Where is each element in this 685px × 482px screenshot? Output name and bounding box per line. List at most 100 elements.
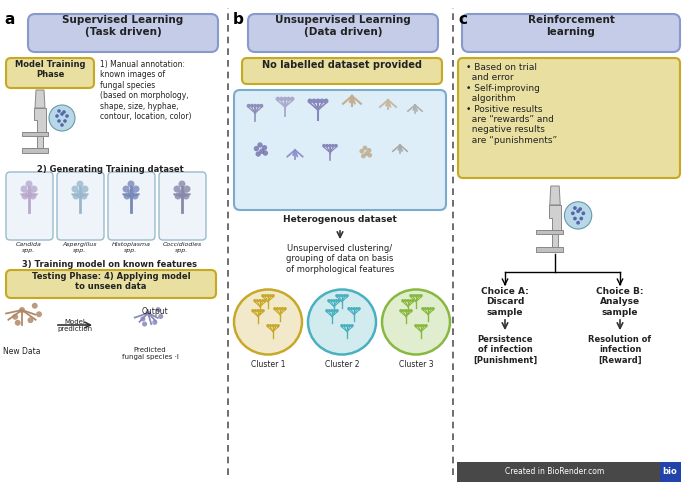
Polygon shape	[22, 148, 48, 153]
Circle shape	[401, 299, 404, 302]
Text: Cluster 1: Cluster 1	[251, 360, 285, 369]
Circle shape	[71, 186, 79, 192]
FancyBboxPatch shape	[242, 58, 442, 84]
Text: Model
prediction: Model prediction	[58, 319, 92, 332]
Circle shape	[343, 294, 346, 297]
FancyBboxPatch shape	[6, 172, 53, 240]
Circle shape	[412, 299, 415, 302]
Circle shape	[426, 307, 429, 310]
Circle shape	[21, 192, 29, 200]
Circle shape	[421, 307, 425, 310]
Circle shape	[262, 309, 265, 312]
Text: Output: Output	[142, 307, 169, 316]
Circle shape	[140, 316, 145, 321]
Circle shape	[260, 104, 264, 108]
Circle shape	[127, 180, 134, 187]
Circle shape	[158, 314, 163, 319]
FancyBboxPatch shape	[57, 172, 104, 240]
Circle shape	[352, 307, 356, 310]
Circle shape	[253, 309, 257, 312]
Circle shape	[264, 299, 267, 302]
Circle shape	[340, 294, 344, 297]
Circle shape	[345, 324, 349, 327]
Circle shape	[335, 299, 338, 302]
Circle shape	[132, 186, 140, 192]
Text: a: a	[4, 12, 14, 27]
Text: Coccidiodies
spp.: Coccidiodies spp.	[162, 242, 201, 253]
Circle shape	[261, 299, 264, 302]
Polygon shape	[37, 136, 43, 148]
Circle shape	[25, 189, 32, 197]
Circle shape	[406, 299, 410, 302]
Circle shape	[402, 309, 405, 312]
Circle shape	[422, 324, 425, 327]
Text: Created in BioRender.com: Created in BioRender.com	[506, 468, 605, 477]
Circle shape	[322, 144, 326, 147]
Circle shape	[182, 192, 190, 200]
Circle shape	[366, 148, 371, 153]
Circle shape	[32, 303, 38, 309]
Circle shape	[429, 307, 432, 310]
FancyBboxPatch shape	[6, 58, 94, 88]
Text: Unsupervised clustering/
grouping of data on basis
of morphological features: Unsupervised clustering/ grouping of dat…	[286, 244, 394, 274]
Circle shape	[325, 309, 328, 312]
Text: Persistence
of infection
[Punishment]: Persistence of infection [Punishment]	[473, 335, 537, 365]
Circle shape	[251, 309, 254, 312]
Circle shape	[331, 144, 335, 147]
Circle shape	[266, 324, 269, 327]
Circle shape	[173, 186, 181, 192]
Circle shape	[364, 151, 369, 156]
Circle shape	[253, 146, 259, 151]
Text: Cluster 2: Cluster 2	[325, 360, 359, 369]
Circle shape	[145, 310, 151, 316]
Circle shape	[564, 202, 592, 229]
Circle shape	[264, 294, 267, 297]
Circle shape	[81, 192, 88, 200]
Circle shape	[582, 212, 585, 215]
Circle shape	[25, 180, 32, 187]
Polygon shape	[536, 230, 563, 234]
Text: 1) Manual annotation:
known images of
fungal species
(based on morphology,
shape: 1) Manual annotation: known images of fu…	[100, 60, 192, 121]
Polygon shape	[35, 90, 45, 108]
Text: Histoplasma
spp.: Histoplasma spp.	[112, 242, 151, 253]
Circle shape	[312, 98, 316, 104]
Text: • Based on trial
  and error
• Self-improving
  algorithm
• Positive results
  a: • Based on trial and error • Self-improv…	[466, 63, 557, 145]
FancyBboxPatch shape	[660, 462, 681, 482]
Circle shape	[336, 309, 339, 312]
Circle shape	[345, 294, 349, 297]
Circle shape	[261, 294, 264, 297]
Text: Predicted
fungal species ·I: Predicted fungal species ·I	[121, 347, 178, 360]
Circle shape	[179, 180, 186, 187]
Text: Reinforcement
learning: Reinforcement learning	[527, 15, 614, 37]
Circle shape	[275, 97, 280, 101]
Circle shape	[31, 186, 38, 192]
Text: New Data: New Data	[3, 347, 40, 356]
Circle shape	[19, 307, 25, 313]
Circle shape	[60, 112, 64, 116]
Circle shape	[414, 294, 418, 297]
Text: Aspergillus
spp.: Aspergillus spp.	[63, 242, 97, 253]
Circle shape	[323, 98, 329, 104]
Circle shape	[348, 324, 351, 327]
Circle shape	[155, 307, 161, 312]
Text: c: c	[458, 12, 467, 27]
Circle shape	[334, 144, 338, 147]
Circle shape	[424, 307, 427, 310]
Circle shape	[350, 307, 353, 310]
Circle shape	[256, 151, 261, 157]
Circle shape	[362, 146, 367, 150]
Ellipse shape	[234, 290, 302, 354]
Text: bio: bio	[662, 468, 677, 477]
Ellipse shape	[308, 290, 376, 354]
Polygon shape	[549, 205, 561, 230]
FancyBboxPatch shape	[159, 172, 206, 240]
Circle shape	[409, 294, 412, 297]
Circle shape	[127, 189, 134, 197]
Circle shape	[332, 299, 336, 302]
Polygon shape	[552, 234, 558, 247]
Circle shape	[36, 311, 42, 317]
Circle shape	[279, 97, 284, 101]
Circle shape	[184, 186, 190, 192]
Circle shape	[62, 110, 66, 114]
Circle shape	[576, 209, 580, 213]
